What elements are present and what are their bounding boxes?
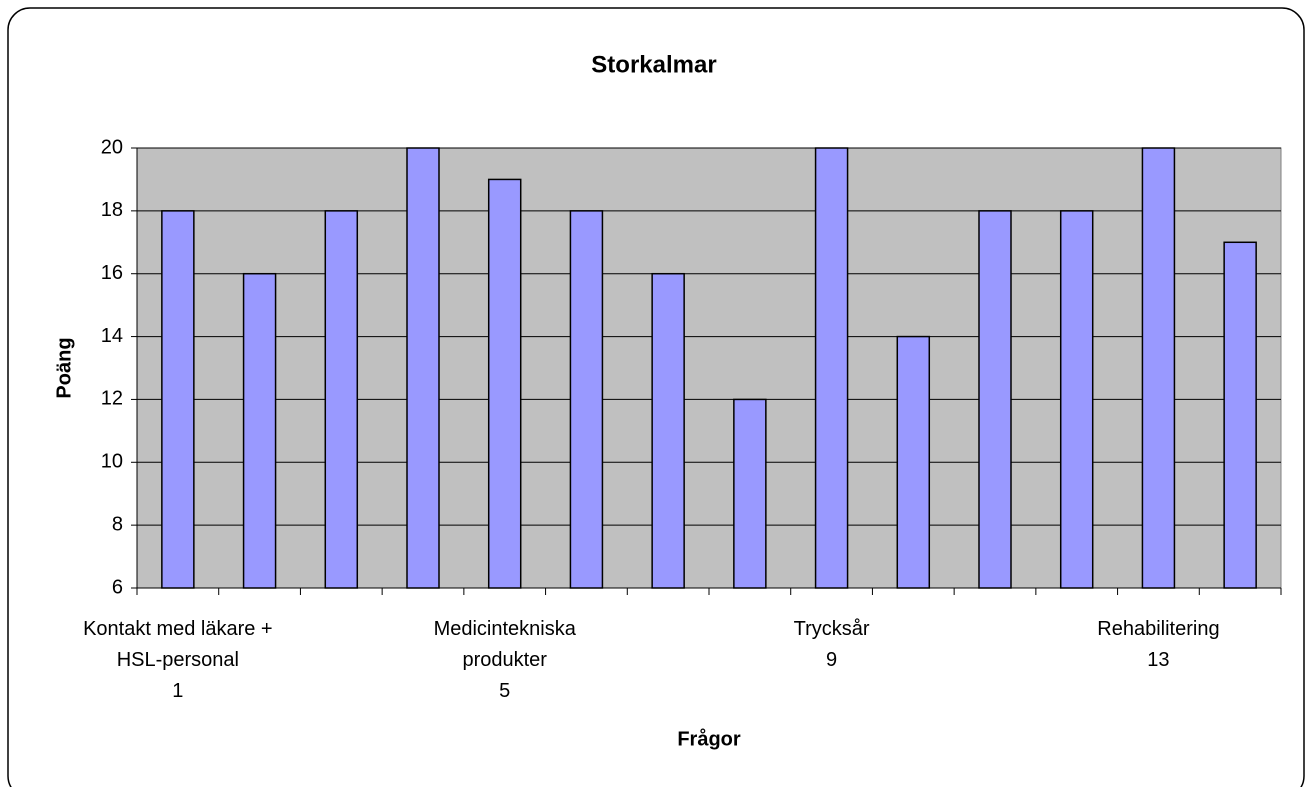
x-tick-label-line: Rehabilitering: [1097, 618, 1219, 640]
y-tick-label: 16: [101, 262, 123, 284]
y-tick-label: 14: [101, 325, 123, 347]
bar: [324, 210, 359, 589]
x-tick-label-line: 5: [499, 680, 510, 702]
y-tick-label: 6: [112, 576, 123, 598]
plot-area: [136, 147, 1282, 589]
bar: [651, 272, 685, 589]
bar: [896, 335, 931, 589]
y-tick-label: 12: [101, 388, 123, 410]
x-tick-label-line: 13: [1147, 649, 1169, 671]
bar: [1223, 241, 1257, 589]
bar: [406, 147, 440, 589]
x-tick-label-line: 1: [172, 680, 183, 702]
x-tick-label: Trycksår 9: [794, 618, 870, 671]
bar: [161, 210, 195, 589]
x-axis-label: Frågor: [677, 727, 741, 750]
bar: [242, 272, 277, 589]
bar: [569, 210, 604, 589]
x-tick-label-line: HSL-personal: [117, 649, 239, 671]
bar: [814, 147, 849, 589]
x-tick-label-line: Kontakt med läkare +: [83, 618, 273, 640]
x-tick-label-line: Medicintekniska: [434, 618, 577, 640]
bar: [733, 398, 767, 589]
y-tick-label: 18: [101, 199, 123, 221]
x-tick-label: Rehabilitering 13: [1097, 618, 1219, 671]
chart-title: Storkalmar: [591, 51, 716, 78]
bar: [487, 178, 522, 589]
x-tick-label-line: produkter: [462, 649, 547, 671]
x-tick-label-line: Trycksår: [794, 618, 870, 640]
bar: [978, 210, 1012, 589]
x-tick-label-line: 9: [826, 649, 837, 671]
bar: [1059, 210, 1094, 589]
x-tick-label: Kontakt med läkare + HSL-personal 1: [83, 618, 273, 702]
y-axis-label: Poäng: [53, 337, 75, 398]
y-tick-label: 8: [112, 513, 123, 535]
y-tick-label: 20: [101, 136, 123, 158]
y-tick-label: 10: [101, 451, 123, 473]
bar: [1141, 147, 1176, 589]
x-tick-label: Medicintekniska produkter 5: [434, 618, 577, 702]
